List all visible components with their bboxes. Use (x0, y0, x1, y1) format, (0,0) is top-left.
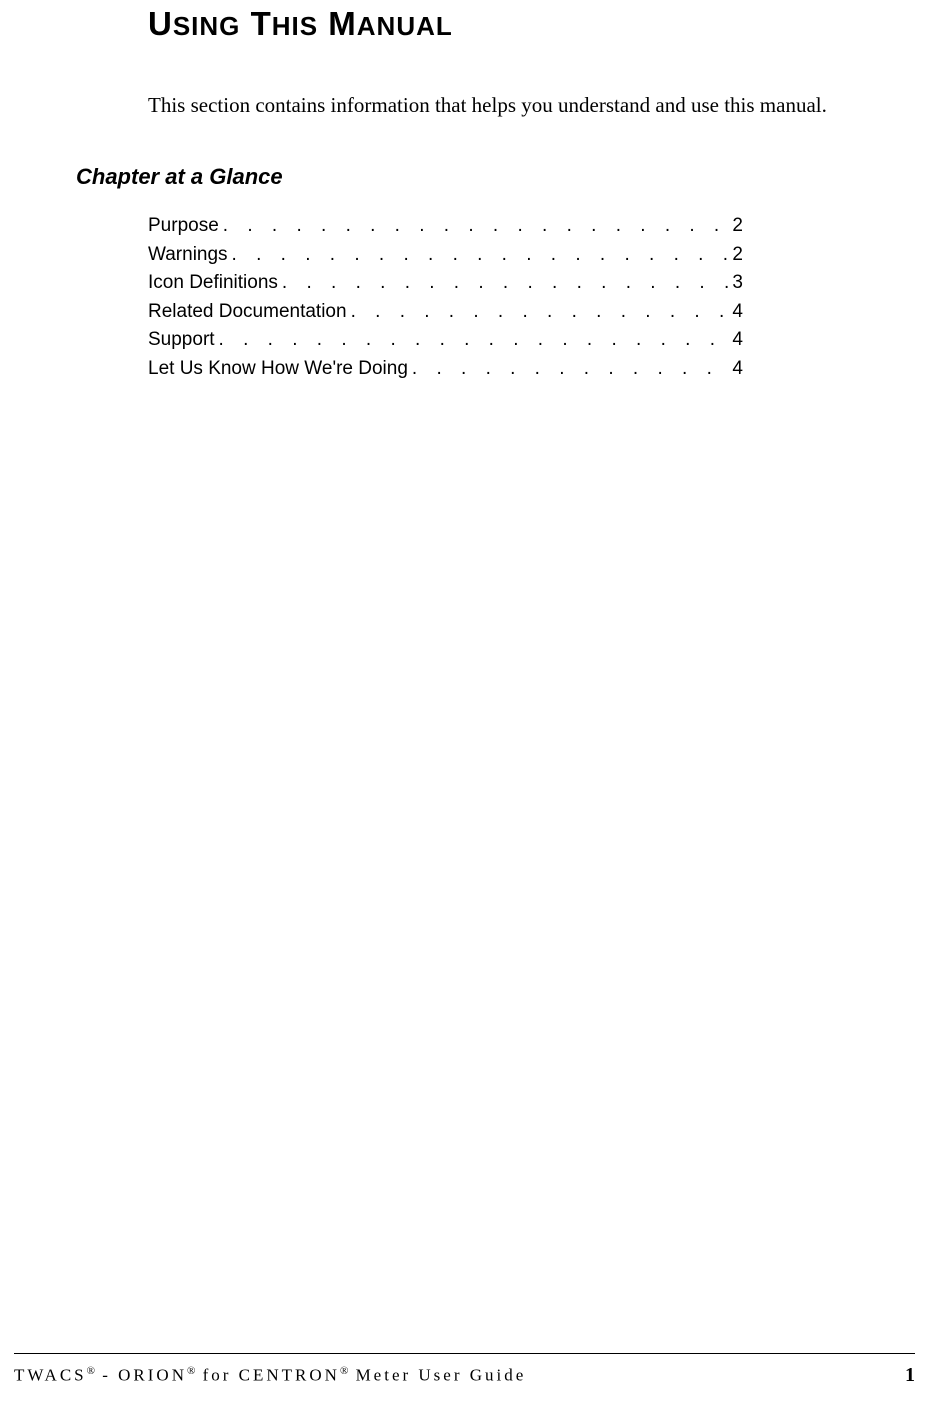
toc-page-number: 2 (728, 212, 743, 241)
toc-page-number: 4 (728, 355, 743, 384)
title-word-1: USING (148, 5, 240, 42)
toc-label: Support (148, 326, 215, 355)
toc-dots: . . . . . . . . . . . . . . . . . . . . … (278, 269, 729, 298)
toc-label: Purpose (148, 212, 219, 241)
registered-symbol: ® (87, 1365, 95, 1377)
toc-dots: . . . . . . . . . . . . . . . . . . . . … (228, 241, 729, 270)
toc-page-number: 4 (728, 326, 743, 355)
toc-entry: Related Documentation . . . . . . . . . … (148, 298, 743, 327)
page-title: USING THIS MANUAL (148, 5, 839, 43)
toc-dots: . . . . . . . . . . . . . . . . . . . . … (215, 326, 729, 355)
toc-page-number: 4 (728, 298, 743, 327)
toc-dots: . . . . . . . . . . . . . . . . . . . . … (347, 298, 729, 327)
section-heading: Chapter at a Glance (76, 164, 839, 190)
toc-label: Let Us Know How We're Doing (148, 355, 408, 384)
toc-entry: Purpose . . . . . . . . . . . . . . . . … (148, 212, 743, 241)
page-footer: TWACS® - ORION® for CENTRON® Meter User … (14, 1353, 915, 1387)
table-of-contents: Purpose . . . . . . . . . . . . . . . . … (148, 212, 839, 383)
toc-dots: . . . . . . . . . . . . . . . . . . . . … (408, 355, 729, 384)
toc-entry: Warnings . . . . . . . . . . . . . . . .… (148, 241, 743, 270)
toc-entry: Icon Definitions . . . . . . . . . . . .… (148, 269, 743, 298)
toc-page-number: 2 (728, 241, 743, 270)
footer-page-number: 1 (905, 1364, 915, 1387)
toc-label: Warnings (148, 241, 228, 270)
toc-entry: Let Us Know How We're Doing . . . . . . … (148, 355, 743, 384)
title-word-2: THIS (251, 5, 319, 42)
toc-dots: . . . . . . . . . . . . . . . . . . . . … (219, 212, 729, 241)
toc-page-number: 3 (728, 269, 743, 298)
footer-title: TWACS® - ORION® for CENTRON® Meter User … (14, 1365, 526, 1386)
toc-entry: Support . . . . . . . . . . . . . . . . … (148, 326, 743, 355)
intro-paragraph: This section contains information that h… (148, 91, 839, 120)
title-word-3: MANUAL (328, 5, 453, 42)
toc-label: Related Documentation (148, 298, 347, 327)
toc-label: Icon Definitions (148, 269, 278, 298)
